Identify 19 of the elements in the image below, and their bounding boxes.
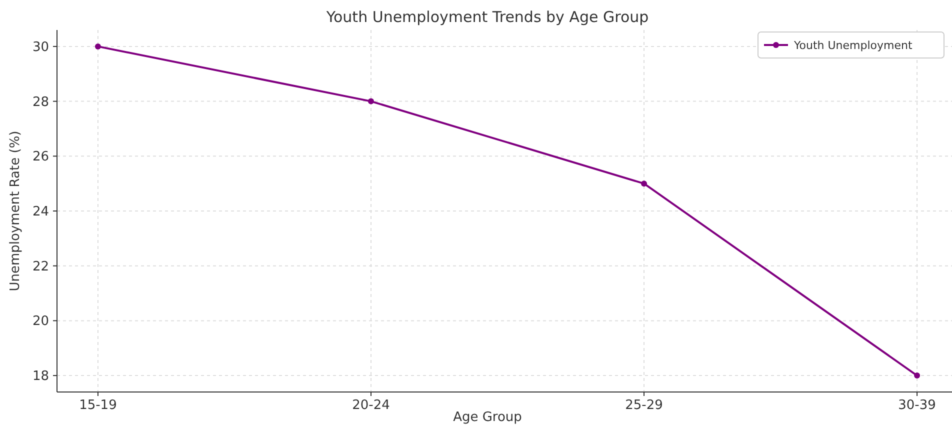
legend-label: Youth Unemployment <box>793 38 913 52</box>
x-tick-label: 30-39 <box>898 398 936 413</box>
y-tick-label: 20 <box>32 314 49 330</box>
y-tick-label: 30 <box>32 40 49 56</box>
y-tick-label: 26 <box>32 150 49 165</box>
y-axis-title: Unemployment Rate (%) <box>8 130 23 292</box>
point <box>914 372 920 379</box>
y-tick-label: 24 <box>32 204 49 220</box>
point <box>368 98 374 104</box>
y-tick-label: 28 <box>32 94 49 110</box>
y-tick-label: 18 <box>32 369 49 384</box>
point <box>641 180 648 187</box>
chart-title: Youth Unemployment Trends by Age Group <box>325 8 649 26</box>
x-tick-label: 25-29 <box>625 398 663 413</box>
x-tick-label: 15-19 <box>79 398 117 413</box>
y-tick-label: 22 <box>32 259 49 274</box>
x-tick-label: 20-24 <box>352 398 390 413</box>
x-axis-title: Age Group <box>453 410 522 425</box>
point <box>94 43 101 50</box>
